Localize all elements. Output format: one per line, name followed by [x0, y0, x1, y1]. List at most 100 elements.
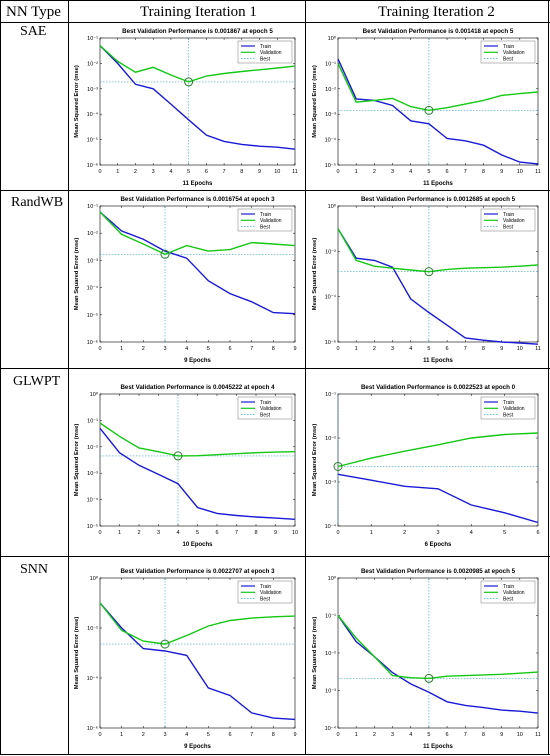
x-tick-label: 8	[272, 346, 275, 352]
y-axis-label: Mean Squared Error (mse)	[74, 617, 80, 690]
series-train-line	[99, 602, 296, 721]
best-marker	[160, 249, 170, 259]
y-tick-label: 10⁻²	[325, 436, 336, 442]
legend-label: Best	[503, 224, 514, 230]
x-tick-label: 9	[500, 346, 503, 352]
x-axis-label: 11 Epochs	[423, 744, 453, 750]
x-tick-label: 6	[536, 530, 539, 536]
x-tick-label: 0	[336, 169, 339, 175]
x-axis-label: 10 Epochs	[182, 542, 213, 548]
legend-label: Validation	[260, 50, 282, 56]
legend-label: Best	[503, 56, 514, 62]
x-tick-label: 4	[176, 530, 179, 536]
y-axis-label: Mean Squared Error (mse)	[312, 65, 318, 138]
table-col-divider-1	[68, 0, 69, 755]
x-tick-label: 7	[235, 530, 238, 536]
legend-label: Best	[503, 412, 514, 418]
y-tick-label: 10⁻³	[325, 480, 336, 486]
row-label-glwpt: GLWPT	[13, 374, 61, 389]
legend-label: Train	[260, 400, 271, 406]
y-tick-label: 10⁻²	[325, 87, 336, 93]
y-axis-label: Mean Squared Error (mse)	[74, 424, 80, 497]
chart-svg: Best Validation Performance is 0.0020985…	[312, 568, 541, 750]
legend-label: Best	[260, 596, 271, 602]
best-marker	[333, 461, 343, 471]
y-tick-label: 10⁻⁶	[87, 339, 98, 346]
chart-title: Best Validation Performance is 0.0012685…	[361, 196, 516, 203]
x-tick-label: 3	[163, 346, 166, 352]
legend-label: Train	[503, 44, 514, 50]
table-col-divider-2	[305, 0, 306, 755]
chart-randwb-iter1: Best Validation Performance is 0.0016754…	[70, 192, 303, 366]
row-label-randwb: RandWB	[11, 195, 64, 210]
y-tick-label: 10⁻²	[325, 651, 336, 657]
x-tick-label: 9	[293, 346, 296, 352]
y-tick-label: 10⁻⁴	[87, 111, 99, 118]
x-tick-label: 10	[517, 732, 523, 738]
y-tick-label: 10⁻³	[325, 112, 336, 118]
x-tick-label: 11	[535, 169, 541, 175]
best-marker	[424, 105, 434, 115]
y-axis-label: Mean Squared Error (mse)	[312, 424, 318, 497]
x-tick-label: 6	[215, 530, 218, 536]
x-tick-label: 3	[391, 346, 394, 352]
y-tick-label: 10⁻³	[87, 471, 98, 477]
legend-label: Best	[260, 412, 271, 418]
x-tick-label: 6	[205, 169, 208, 175]
chart-sae-iter1: Best Validation Performance is 0.001867 …	[70, 24, 303, 189]
x-tick-label: 10	[274, 169, 280, 175]
x-tick-label: 0	[98, 346, 101, 352]
best-marker	[424, 673, 434, 683]
x-tick-label: 4	[470, 530, 473, 536]
y-tick-label: 10⁻¹	[87, 204, 98, 210]
x-tick-label: 11	[292, 169, 298, 175]
y-tick-label: 10⁻⁴	[325, 725, 337, 732]
x-tick-label: 4	[169, 169, 172, 175]
series-train-line	[99, 211, 296, 315]
x-tick-label: 5	[207, 346, 210, 352]
header-nn-type: NN Type	[6, 4, 61, 20]
x-tick-label: 6	[446, 732, 449, 738]
legend-label: Validation	[503, 590, 525, 596]
x-tick-label: 4	[409, 169, 412, 175]
x-tick-label: 1	[116, 169, 119, 175]
y-tick-label: 10⁻⁴	[325, 137, 337, 144]
x-tick-label: 5	[187, 169, 190, 175]
x-axis-label: 9 Epochs	[184, 358, 211, 364]
x-tick-label: 1	[355, 346, 358, 352]
y-tick-label: 10⁻⁶	[325, 339, 336, 346]
chart-randwb-iter2: Best Validation Performance is 0.0012685…	[308, 192, 546, 366]
y-tick-label: 10⁻³	[87, 258, 98, 264]
y-tick-label: 10⁻⁴	[87, 285, 99, 292]
y-tick-label: 10⁰	[90, 575, 99, 582]
table-header-divider	[0, 22, 550, 23]
row-label-snn: SNN	[20, 562, 49, 577]
y-tick-label: 10⁻⁴	[325, 294, 337, 301]
x-tick-label: 9	[258, 169, 261, 175]
series-train-line	[337, 228, 539, 345]
best-marker	[173, 451, 183, 461]
x-tick-label: 4	[185, 732, 188, 738]
x-tick-label: 7	[464, 346, 467, 352]
chart-glwpt-iter1: Best Validation Performance is 0.0045222…	[70, 380, 303, 550]
legend-label: Train	[503, 400, 514, 406]
series-validation-line	[337, 228, 539, 273]
x-tick-label: 10	[517, 346, 523, 352]
chart-title: Best Validation Performance is 0.0016754…	[120, 196, 275, 203]
y-tick-label: 10⁻²	[87, 626, 98, 632]
x-tick-label: 3	[152, 169, 155, 175]
y-tick-label: 10⁻³	[87, 87, 98, 93]
chart-svg: Best Validation Performance is 0.0012685…	[312, 196, 541, 364]
x-tick-label: 4	[409, 732, 412, 738]
x-tick-label: 1	[355, 732, 358, 738]
table-row-divider-2	[0, 368, 550, 369]
series-train-line	[99, 427, 296, 520]
x-tick-label: 7	[464, 732, 467, 738]
table-row-divider-3	[0, 556, 550, 557]
x-axis-label: 9 Epochs	[184, 744, 211, 750]
y-tick-label: 10⁻⁵	[87, 137, 98, 144]
chart-svg: Best Validation Performance is 0.0022707…	[74, 568, 297, 750]
legend-label: Best	[503, 596, 514, 602]
x-tick-label: 0	[98, 530, 101, 536]
x-tick-label: 7	[250, 732, 253, 738]
